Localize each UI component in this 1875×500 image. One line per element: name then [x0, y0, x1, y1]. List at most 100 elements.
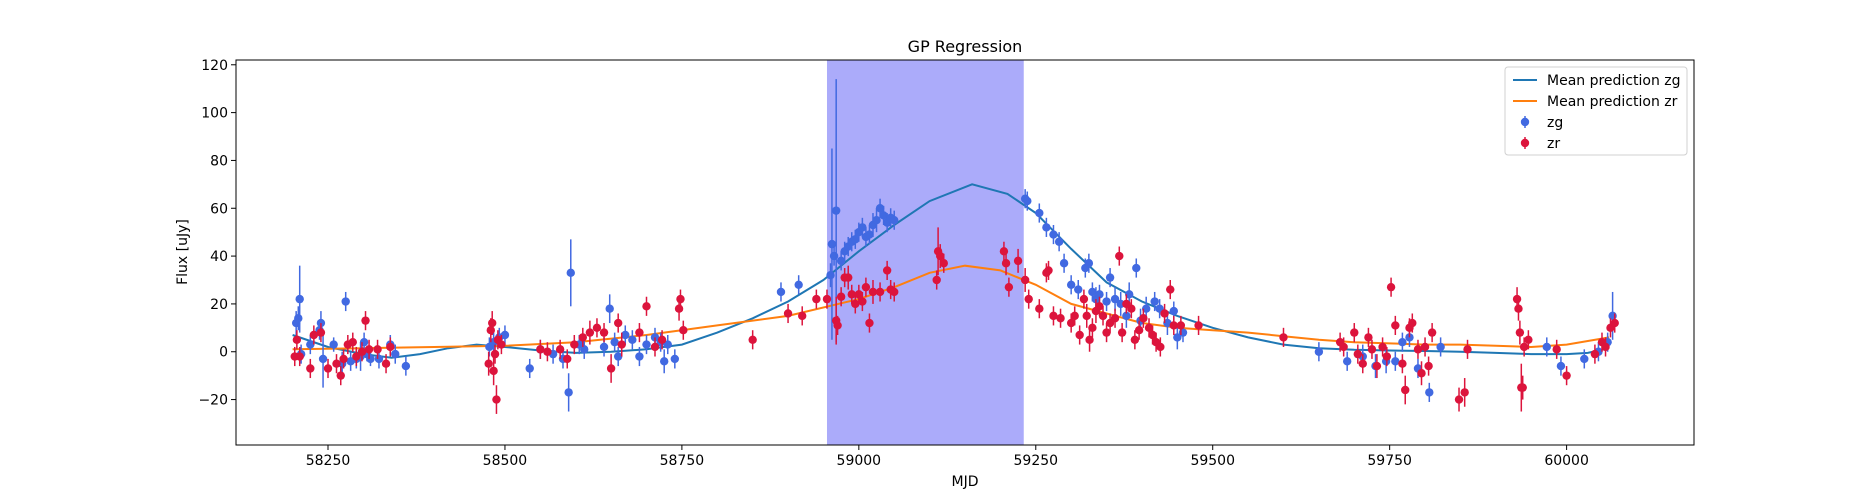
data-point-zr-16	[373, 345, 382, 354]
data-point-zr-147	[1601, 342, 1610, 352]
data-point-zr-137	[1514, 304, 1523, 313]
data-point-zr-5	[316, 328, 326, 337]
series-line-1	[292, 264, 1610, 351]
y-tick-label-1: 0	[219, 345, 228, 361]
data-point-zg-79	[1088, 287, 1097, 297]
data-point-zg-107	[1436, 342, 1445, 352]
data-point-zr-120	[1378, 342, 1387, 352]
data-point-zr-14	[361, 316, 370, 325]
data-point-zr-13	[357, 347, 367, 356]
legend-label-2: zg	[1547, 115, 1563, 131]
y-tick-label-0: −20	[198, 393, 228, 409]
data-point-zr-61	[865, 318, 874, 328]
data-point-zr-59	[858, 297, 867, 306]
data-point-zr-44	[676, 294, 685, 304]
data-point-zr-122	[1386, 282, 1396, 292]
data-point-zr-38	[617, 340, 626, 349]
y-axis: −20 0 20 40 60 80 100 120	[198, 58, 236, 409]
data-point-zr-30	[563, 354, 572, 364]
data-point-zg-106	[1425, 388, 1434, 397]
highlight-span	[826, 60, 1024, 445]
data-point-zg-8	[329, 340, 338, 349]
legend-swatch-3	[1520, 138, 1530, 148]
data-point-zr-111	[1279, 333, 1288, 342]
data-point-zg-1	[294, 314, 303, 323]
data-point-zr-9	[339, 354, 348, 364]
data-point-zg-33	[599, 342, 609, 352]
legend-label-0: Mean prediction zg	[1547, 73, 1681, 89]
data-point-zg-95	[1173, 333, 1182, 342]
data-point-zr-70	[939, 259, 948, 268]
y-tick-label-7: 120	[201, 58, 228, 74]
data-point-zr-8	[336, 371, 345, 380]
data-point-zg-67	[890, 216, 899, 225]
data-point-zr-105	[1156, 342, 1165, 352]
data-point-zr-110	[1194, 321, 1203, 330]
data-point-zr-109	[1176, 321, 1186, 330]
data-point-zr-22	[489, 366, 498, 376]
data-point-zr-73	[1004, 282, 1014, 292]
data-point-zr-47	[783, 309, 793, 318]
x-tick-label-5: 59500	[1190, 453, 1235, 469]
data-point-zr-80	[1049, 311, 1058, 321]
data-point-zr-28	[543, 347, 552, 356]
data-point-zg-56	[851, 235, 860, 244]
data-point-zr-143	[1552, 345, 1561, 354]
x-tick-label-1: 58500	[483, 453, 528, 469]
data-point-zr-35	[599, 328, 609, 337]
y-tick-label-4: 60	[210, 201, 228, 217]
data-point-zg-110	[1580, 354, 1589, 364]
legend: Mean prediction zg Mean prediction zr zg zr	[1504, 66, 1688, 156]
data-point-zr-3	[306, 364, 315, 373]
data-point-zg-51	[831, 206, 841, 215]
data-point-zg-36	[613, 352, 623, 361]
data-point-zg-76	[1074, 285, 1083, 294]
data-point-zr-12	[352, 352, 361, 361]
data-point-zr-49	[812, 294, 821, 304]
data-point-zr-17	[381, 359, 391, 368]
data-point-zr-52	[833, 321, 842, 330]
data-point-zr-29	[555, 345, 565, 354]
y-tick-label-3: 40	[210, 249, 228, 265]
data-point-zg-83	[1105, 273, 1115, 282]
data-point-zr-138	[1515, 328, 1525, 337]
data-point-zr-71	[999, 247, 1009, 256]
data-point-zr-87	[1085, 335, 1094, 344]
data-point-zr-74	[1013, 256, 1023, 266]
data-point-zg-48	[826, 271, 835, 280]
data-point-zr-19	[484, 359, 493, 368]
data-point-zr-84	[1075, 330, 1084, 340]
data-point-zg-81	[1095, 290, 1104, 299]
data-point-zg-64	[879, 211, 888, 220]
data-point-zr-136	[1512, 294, 1522, 304]
data-point-zr-144	[1562, 371, 1571, 380]
data-point-zr-149	[1610, 318, 1619, 328]
data-point-zg-38	[628, 335, 637, 344]
data-point-zg-37	[621, 330, 630, 340]
data-point-zr-26	[497, 340, 506, 349]
data-point-zg-6	[316, 318, 326, 328]
data-point-zr-7	[332, 359, 341, 368]
data-point-zr-113	[1339, 342, 1348, 352]
x-tick-label-4: 59250	[1014, 453, 1059, 469]
chart-title: GP Regression	[908, 37, 1023, 56]
data-point-zr-31	[570, 340, 579, 349]
data-point-zr-116	[1358, 359, 1367, 368]
x-axis-label: MJD	[952, 474, 979, 490]
data-point-zr-24	[492, 395, 501, 404]
data-point-zg-73	[1054, 237, 1064, 246]
data-point-zr-11	[348, 337, 357, 347]
legend-label-3: zr	[1547, 136, 1560, 152]
data-point-zr-57	[851, 299, 860, 309]
data-point-zg-113	[1608, 311, 1617, 321]
data-point-zg-70	[1035, 208, 1044, 218]
data-point-zg-19	[391, 349, 400, 359]
data-point-zg-109	[1556, 361, 1566, 371]
data-point-zr-100	[1134, 326, 1144, 335]
data-point-zg-94	[1169, 306, 1178, 316]
data-point-zg-50	[829, 251, 839, 261]
y-tick-label-2: 20	[210, 297, 228, 313]
x-tick-label-3: 59000	[837, 453, 882, 469]
data-point-zr-142	[1524, 335, 1533, 344]
